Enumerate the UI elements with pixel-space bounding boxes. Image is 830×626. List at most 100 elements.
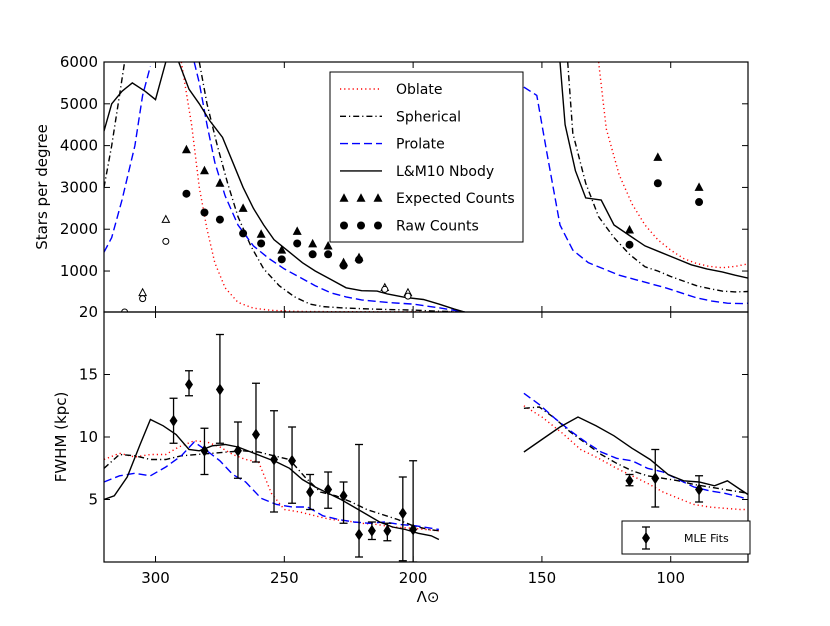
raw-count-point (277, 255, 286, 264)
x-tick-label: 250 (270, 569, 299, 587)
legend-label: Raw Counts (396, 219, 479, 235)
legend-circle-marker (374, 221, 382, 230)
legend-label: L&M10 Nbody (396, 164, 494, 180)
legend-entry: Spherical (340, 109, 461, 125)
raw-count-point (695, 198, 704, 207)
legend-label: Oblate (396, 82, 442, 98)
series-oblate-line (180, 62, 465, 312)
legend-diamond-marker (642, 532, 650, 544)
series-l-m10-nbody-line (178, 62, 465, 312)
raw-count-point (324, 250, 333, 259)
x-tick-label: 300 (141, 569, 170, 587)
expected-count-point (323, 240, 333, 250)
mle-fit-point (185, 370, 194, 397)
mle-diamond-marker (383, 524, 392, 537)
mle-diamond-marker (233, 444, 242, 457)
mle-fit-point (339, 481, 348, 524)
series-spherical-line (104, 450, 439, 532)
mle-diamond-marker (185, 378, 194, 391)
mle-diamond-marker (695, 483, 704, 496)
mle-fit-point (215, 333, 224, 444)
raw-count-point-open (404, 292, 412, 300)
raw-count-point (293, 239, 302, 248)
mle-diamond-marker (398, 507, 407, 520)
expected-count-point (625, 225, 635, 234)
legend: Oblate Spherical Prolate L&M10 Nbody Expecte… (329, 71, 524, 243)
series-l-m10-nbody-line (104, 62, 167, 132)
series-oblate-line (597, 62, 748, 269)
mle-diamond-marker (409, 523, 418, 536)
mle-fit-point (306, 473, 315, 511)
y-tick-label: 2000 (60, 220, 98, 238)
legend: MLE Fits (621, 520, 751, 555)
mle-fit-point (288, 426, 297, 504)
series-l-m10-nbody-line (523, 416, 748, 496)
legend-entry: Raw Counts (340, 219, 479, 235)
mle-diamond-marker (288, 454, 297, 467)
raw-count-point (355, 255, 364, 264)
expected-count-point (277, 245, 287, 254)
x-axis-label: Λ⊙ (417, 588, 440, 606)
mle-diamond-marker (169, 414, 178, 427)
raw-count-point (625, 240, 634, 249)
mle-fit-point (409, 460, 418, 562)
mle-diamond-marker (270, 453, 279, 466)
expected-count-point-open (138, 287, 148, 297)
legend-circle-marker (357, 221, 365, 230)
raw-count-point (653, 179, 662, 188)
top-y-axis-label: Stars per degree (33, 124, 51, 250)
mle-fit-point (270, 410, 279, 513)
raw-count-point (200, 208, 209, 217)
mle-diamond-marker (651, 472, 660, 485)
bottom-panel: 5 10 15 300 250 200 150 100 MLE Fits (79, 311, 751, 587)
mle-diamond-marker (215, 383, 224, 396)
raw-count-point (239, 229, 248, 238)
series-spherical-line (104, 62, 126, 188)
expected-count-point (653, 152, 663, 161)
y-tick-label: 15 (79, 366, 98, 384)
raw-count-point-open (139, 295, 147, 303)
legend-circle-marker (340, 221, 348, 230)
x-tick-label: 100 (656, 569, 685, 587)
raw-count-point (215, 215, 224, 224)
series-l-m10-nbody-line (559, 62, 748, 279)
series-l-m10-nbody-line (104, 418, 440, 541)
expected-count-point (215, 178, 225, 187)
y-tick-label: 6000 (60, 53, 98, 71)
legend-label: Prolate (396, 137, 445, 153)
raw-count-point-open (162, 237, 170, 245)
y-tick-label: 10 (79, 428, 98, 446)
expected-count-point (256, 229, 266, 238)
mle-diamond-marker (306, 486, 315, 498)
expected-count-point (181, 144, 191, 154)
mle-diamond-marker (367, 524, 376, 537)
legend-entry: Prolate (340, 137, 445, 153)
raw-count-point (257, 239, 266, 248)
raw-count-point (339, 261, 348, 270)
mle-fit-point (695, 475, 704, 503)
mle-fit-point (169, 397, 178, 444)
mle-diamond-marker (339, 489, 348, 502)
raw-count-point-open (121, 308, 129, 312)
series-prolate-line (523, 86, 748, 305)
mle-fit-point (383, 522, 392, 542)
mle-diamond-marker (324, 483, 333, 496)
legend-box (329, 71, 524, 243)
y-tick-label: 1000 (60, 262, 98, 280)
expected-count-point (292, 226, 302, 235)
raw-count-point (308, 250, 317, 259)
mle-diamond-marker (625, 474, 634, 487)
bottom-y-axis-label: FWHM (kpc) (52, 392, 70, 483)
y-tick-label: 5000 (60, 95, 98, 113)
mle-fit-point (251, 382, 260, 463)
legend-triangle-marker (339, 193, 349, 202)
x-tick-label: 150 (528, 569, 557, 587)
series-spherical-line (198, 62, 465, 312)
y-tick-label: 4000 (60, 137, 98, 155)
expected-count-point (694, 182, 704, 191)
legend-label: Spherical (396, 109, 461, 125)
mle-diamond-marker (251, 428, 260, 441)
plot-area (104, 333, 748, 562)
mle-diamond-marker (355, 528, 364, 541)
top-panel: 20 1000 2000 3000 4000 5000 6000 Oblate Spherica… (60, 53, 749, 321)
